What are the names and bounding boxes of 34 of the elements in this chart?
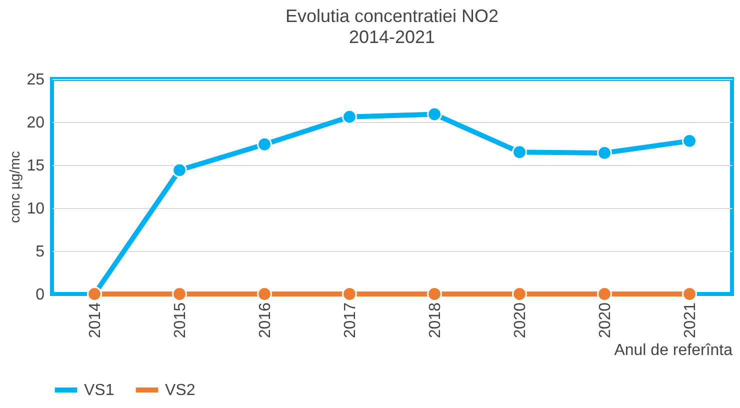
legend-label: VS1 [84,382,114,399]
point [172,286,187,302]
y-tick-label: 20 [26,114,45,132]
x-tick-label: 2020 [512,302,529,338]
point [257,286,272,302]
x-tick-label: 2015 [172,302,189,338]
x-tick-label: 2017 [342,302,359,338]
x-tick-label: 2016 [257,302,274,338]
point [597,146,612,160]
y-tick-label: 10 [26,200,45,218]
point [682,133,697,148]
point [342,109,357,124]
legend-label: VS2 [165,382,196,399]
x-tick-label: 2021 [682,302,699,338]
point [597,286,612,302]
x-tick-label: 2014 [87,302,104,338]
y-axis-title: conc µg/mc [6,151,23,223]
point [172,162,187,178]
chart-subtitle: 2014-2021 [348,27,436,47]
point [257,136,272,152]
x-tick-label: 2020 [597,302,614,338]
point [427,106,442,122]
point [342,286,357,302]
point [427,286,442,302]
point [512,286,527,302]
y-tick-label: 0 [36,286,45,304]
x-axis-title: Anul de referînta [614,342,733,360]
point [512,144,527,160]
y-tick-label: 5 [36,244,45,260]
x-tick-label: 2018 [427,302,444,338]
point [682,286,697,302]
y-tick-label: 15 [26,158,45,174]
y-tick-label: 25 [26,72,45,88]
chart-title: Evolutia concentratiei NO2 [285,6,499,26]
